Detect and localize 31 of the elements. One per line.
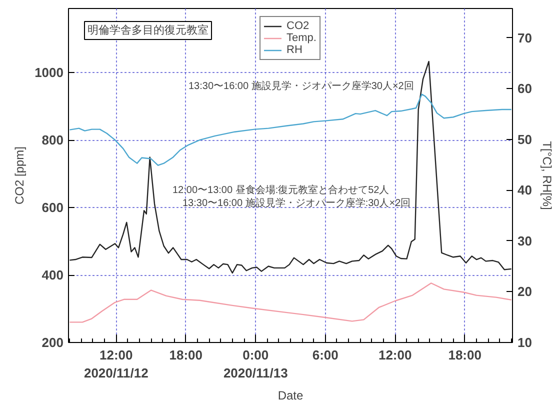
x-tick-label: 12:00 <box>378 348 412 362</box>
annotation: 13:30〜16:00 施設見学・ジオパーク座学30人×2回 <box>188 80 414 92</box>
y2-tick-label: 30 <box>518 233 532 248</box>
y-tick-label: 1000 <box>34 65 64 80</box>
x-axis-title: Date <box>278 388 304 402</box>
y2-tick-label: 60 <box>518 81 532 96</box>
y2-tick-label: 40 <box>518 182 532 198</box>
y2-tick-label: 10 <box>518 335 532 350</box>
x-tick-label: 18:00 <box>448 348 482 362</box>
x-tick-label: 12:00 2020/11/12 <box>84 348 148 380</box>
y2-axis-title: T[°C], RH[%] <box>540 141 554 210</box>
y-axis-title: CO2 [ppm] <box>12 146 27 205</box>
legend-label: CO2 <box>286 20 310 32</box>
y2-tick-label: 20 <box>518 284 532 300</box>
x-tick-label: 0:00 2020/11/13 <box>223 348 288 380</box>
line-series <box>69 60 512 274</box>
y-tick-label: 200 <box>42 335 64 350</box>
line-series <box>69 282 512 323</box>
annotation: 13:30〜16:00 施設見学・ジオパーク座学:30人×2回 <box>182 197 411 209</box>
legend-label: RH <box>286 44 304 56</box>
line-series <box>69 94 512 166</box>
y-tick-label: 400 <box>42 268 64 283</box>
y2-tick-label: 70 <box>518 30 532 46</box>
legend-label: Temp. <box>286 32 316 44</box>
x-tick-label: 6:00 <box>312 348 338 362</box>
x-tick-label: 18:00 <box>169 348 203 362</box>
text: 明倫学舎多目的復元教室 <box>88 24 208 36</box>
y-tick-label: 600 <box>42 200 64 216</box>
y2-tick-label: 50 <box>518 132 532 147</box>
y-tick-label: 800 <box>42 132 64 148</box>
annotation: 12:00〜13:00 昼食会場:復元教室と合わせて52人 <box>172 184 390 196</box>
